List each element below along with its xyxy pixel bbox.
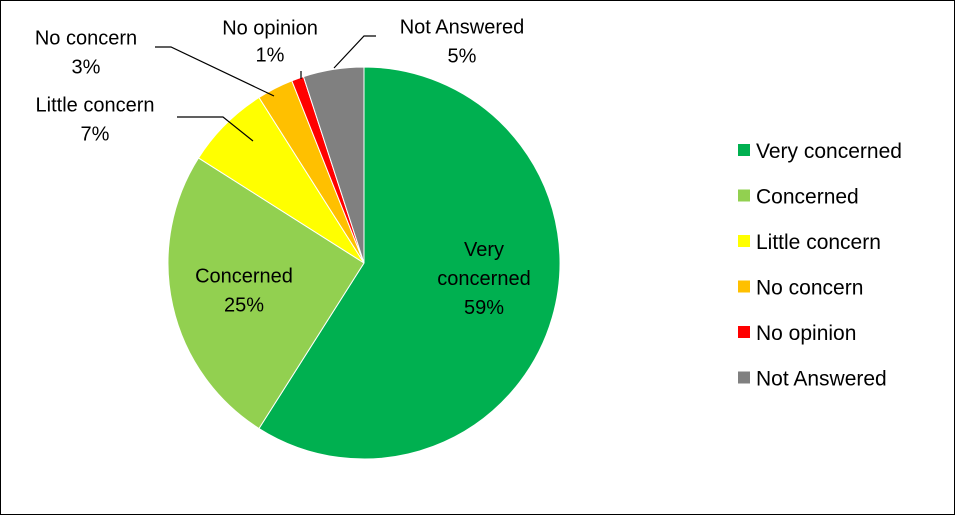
slice-label-very-concerned: Very concerned 59%: [437, 239, 530, 319]
legend-swatch-not-answered: [738, 371, 750, 384]
slice-concerned: [167, 157, 365, 430]
slice-not-answered: [302, 66, 365, 264]
legend: Very concerned Concerned Little concern No …: [738, 140, 902, 391]
leader-line-not-answered: [333, 35, 376, 69]
leader-lines: [155, 35, 376, 142]
slice-label-little-concern: Little concern 7%: [36, 95, 155, 146]
pie-slices: [167, 66, 561, 460]
legend-label-very-concerned: Very concerned: [756, 140, 902, 163]
legend-label-concerned: Concerned: [756, 186, 859, 209]
legend-swatch-concerned: [738, 189, 750, 202]
legend-label-no-concern: No concern: [756, 277, 863, 300]
slice-very-concerned: [258, 66, 561, 460]
leader-line-little-concern: [177, 116, 254, 142]
legend-swatch-little-concern: [738, 235, 750, 247]
slice-labels: Very concerned 59% Concerned 25% Little conce…: [35, 17, 531, 320]
slice-label-concerned: Concerned 25%: [195, 266, 293, 317]
slice-label-no-opinion: No opinion 1%: [222, 18, 318, 67]
leader-line-no-concern: [155, 46, 275, 97]
slice-label-not-answered: Not Answered 5%: [400, 17, 525, 68]
slice-label-no-concern: No concern 3%: [35, 28, 137, 79]
legend-label-no-opinion: No opinion: [756, 322, 856, 345]
legend-label-little-concern: Little concern: [756, 231, 881, 254]
legend-label-not-answered: Not Answered: [756, 368, 887, 391]
legend-swatch-very-concerned: [738, 144, 750, 156]
legend-swatch-no-opinion: [738, 326, 750, 338]
legend-swatch-no-concern: [738, 280, 750, 293]
